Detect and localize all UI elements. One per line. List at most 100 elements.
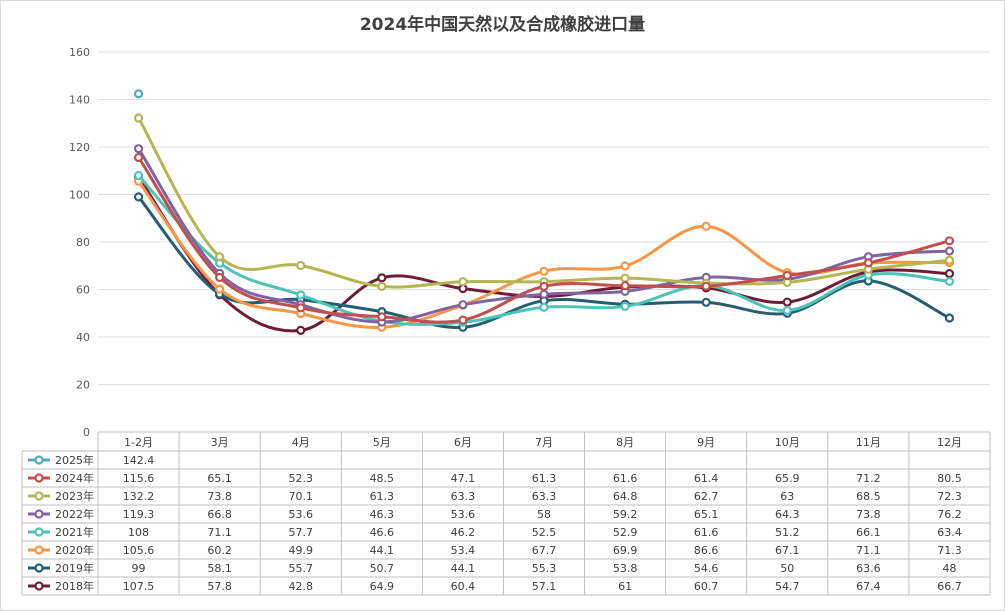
data-table-value: 64.8: [613, 490, 638, 503]
legend-key-marker: [34, 491, 44, 501]
data-table-value: 61: [618, 580, 632, 593]
data-table-value: 62.7: [694, 490, 719, 503]
data-table-value: 47.1: [451, 472, 476, 485]
y-tick-label: 0: [83, 426, 90, 439]
legend-key-marker: [34, 563, 44, 573]
data-table-value: 63.4: [937, 526, 962, 539]
data-point: [377, 281, 387, 292]
data-table-value: 71.1: [856, 544, 881, 557]
y-tick-label: 20: [76, 379, 90, 392]
data-table-value: 68.5: [856, 490, 881, 503]
data-table-value: 65.1: [694, 508, 719, 521]
legend-key-marker: [34, 527, 44, 537]
data-table-value: 66.1: [856, 526, 881, 539]
data-table-value: 49.9: [288, 544, 313, 557]
data-table-value: 70.1: [288, 490, 313, 503]
data-table-value: 61.3: [532, 472, 557, 485]
legend-label: 2024年: [55, 471, 94, 485]
data-table-value: 66.8: [207, 508, 232, 521]
legend-key-marker: [34, 509, 44, 519]
legend-label: 2019年: [55, 561, 94, 575]
legend-label: 2023年: [55, 489, 94, 503]
data-table-value: 69.9: [613, 544, 638, 557]
legend-label: 2021年: [55, 525, 94, 539]
data-table-value: 54.6: [694, 562, 719, 575]
data-point: [458, 277, 468, 287]
legend-key-marker: [34, 545, 44, 555]
y-tick-label: 60: [76, 284, 90, 297]
data-table-value: 46.3: [370, 508, 395, 521]
legend-label: 2018年: [55, 579, 94, 593]
data-point: [944, 276, 955, 287]
data-table-value: 67.1: [775, 544, 800, 557]
legend-label: 2020年: [55, 543, 94, 557]
data-table-value: 58: [537, 508, 551, 521]
x-tick-label: 5月: [373, 436, 391, 449]
data-table-value: 71.3: [937, 544, 962, 557]
data-table-value: 48: [942, 562, 956, 575]
x-tick-label: 1-2月: [124, 436, 153, 449]
data-point: [944, 246, 955, 256]
y-tick-label: 140: [69, 94, 90, 107]
data-table-value: 61.4: [694, 472, 719, 485]
y-tick-label: 160: [69, 46, 90, 59]
data-point: [296, 303, 306, 313]
data-table-value: 61.3: [370, 490, 395, 503]
legend-key-marker: [34, 455, 44, 465]
data-point: [701, 297, 711, 307]
chart-title: 2024年中国天然以及合成橡胶进口量: [359, 15, 646, 35]
data-point: [296, 290, 306, 300]
data-table-value: 72.3: [937, 490, 962, 503]
x-tick-label: 6月: [454, 436, 472, 449]
data-point: [215, 252, 225, 262]
data-table-value: 73.8: [856, 508, 881, 521]
data-table-value: 60.2: [207, 544, 232, 557]
data-point: [539, 266, 549, 276]
data-table-value: 99: [132, 562, 146, 575]
data-point: [944, 268, 955, 279]
data-point: [133, 192, 144, 202]
data-point: [620, 261, 630, 271]
data-point: [377, 273, 387, 283]
data-table-value: 52.5: [532, 526, 557, 539]
data-table-value: 71.1: [207, 526, 232, 539]
data-point: [620, 301, 630, 311]
data-table-value: 63.3: [451, 490, 476, 503]
data-table-value: 63: [780, 490, 794, 503]
data-table-value: 53.8: [613, 562, 638, 575]
x-tick-label: 12月: [937, 436, 962, 449]
data-table-value: 64.3: [775, 508, 800, 521]
y-tick-label: 100: [69, 189, 90, 202]
legend-key-marker: [34, 581, 44, 591]
x-tick-label: 11月: [856, 436, 881, 449]
data-table-value: 76.2: [937, 508, 962, 521]
data-point: [458, 300, 468, 310]
data-table-value: 50: [780, 562, 794, 575]
data-table-value: 52.9: [613, 526, 638, 539]
data-point: [133, 144, 144, 154]
data-table-value: 71.2: [856, 472, 881, 485]
data-table-value: 61.6: [694, 526, 719, 539]
x-tick-label: 4月: [292, 436, 310, 449]
data-table-value: 65.1: [207, 472, 232, 485]
data-table-value: 63.3: [532, 490, 557, 503]
data-table-value: 42.8: [288, 580, 313, 593]
data-point: [944, 255, 955, 265]
data-table-value: 60.4: [451, 580, 476, 593]
legend-label: 2022年: [55, 507, 94, 521]
data-point: [133, 113, 144, 123]
data-table-value: 63.6: [856, 562, 881, 575]
data-table-value: 54.7: [775, 580, 800, 593]
data-table-value: 48.5: [370, 472, 395, 485]
y-tick-label: 120: [69, 141, 90, 154]
data-point: [863, 258, 873, 268]
legend-label: 2025年: [55, 453, 94, 467]
data-table-value: 55.3: [532, 562, 557, 575]
data-table-value: 58.1: [207, 562, 232, 575]
data-table-value: 53.4: [451, 544, 476, 557]
x-tick-label: 10月: [775, 436, 800, 449]
data-table-value: 50.7: [370, 562, 395, 575]
data-table-value: 51.2: [775, 526, 800, 539]
data-table-value: 105.6: [123, 544, 155, 557]
